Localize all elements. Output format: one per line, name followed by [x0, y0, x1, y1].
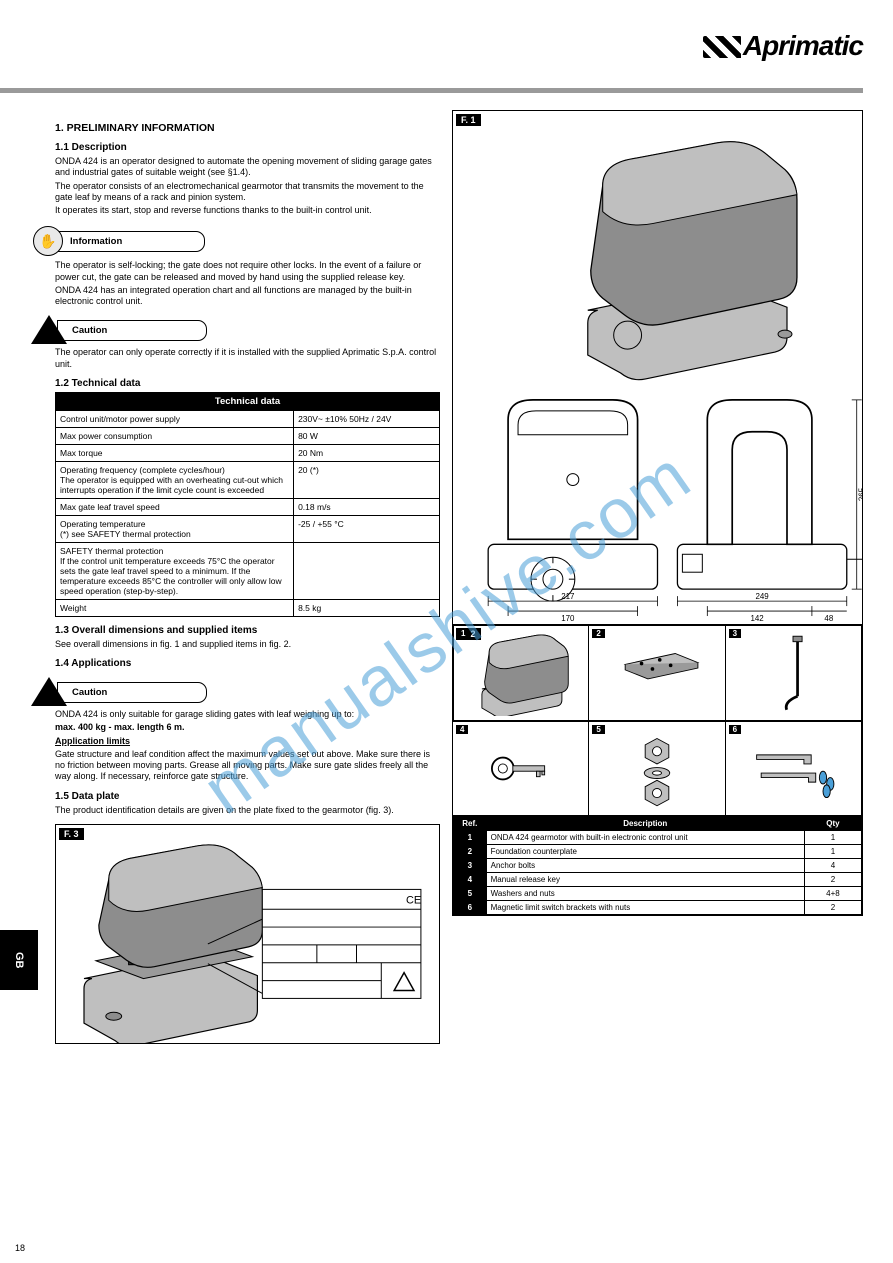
tech-data-table: Technical data Control unit/motor power …: [55, 392, 440, 617]
app-limits-body: Gate structure and leaf condition affect…: [55, 749, 440, 783]
section-1-title: 1. PRELIMINARY INFORMATION: [55, 122, 440, 134]
info-p1: The operator is self-locking; the gate d…: [55, 260, 440, 283]
sub-1-5: 1.5 Data plate: [55, 791, 440, 802]
tech-cell: Control unit/motor power supply: [56, 410, 294, 427]
fig3-label: F. 3: [59, 828, 84, 840]
right-column: F. 1: [452, 110, 863, 1044]
tech-cell: 80 W: [294, 427, 440, 444]
caution-p1: The operator can only operate correctly …: [55, 347, 440, 370]
refs-desc: Magnetic limit switch brackets with nuts: [486, 901, 804, 915]
ce-mark: CE: [406, 894, 421, 906]
left-column: 1. PRELIMINARY INFORMATION 1.1 Descripti…: [55, 110, 440, 1044]
tech-cell: Max power consumption: [56, 427, 294, 444]
caution2-label: Caution: [72, 687, 107, 698]
refs-ref: 2: [454, 845, 487, 859]
brand-name: Aprimatic: [743, 30, 863, 61]
tech-cell: Operating frequency (complete cycles/hou…: [56, 461, 294, 498]
warning-icon: !: [33, 679, 65, 705]
brand-logo: Aprimatic: [703, 30, 863, 62]
refs-qty: 4: [804, 859, 861, 873]
item-5: 5: [589, 721, 725, 816]
svg-text:265: 265: [858, 487, 862, 501]
info-label: Information: [70, 236, 122, 247]
tech-cell: -25 / +55 °C: [294, 515, 440, 542]
flag-icon: [703, 36, 741, 58]
refs-ref: 1: [454, 831, 487, 845]
dims-text: See overall dimensions in fig. 1 and sup…: [55, 639, 440, 650]
tech-cell: 0.18 m/s: [294, 498, 440, 515]
items-grid: 1 2: [453, 625, 862, 816]
caution2-callout: ! Caution: [33, 679, 440, 705]
tech-cell: 8.5 kg: [294, 599, 440, 616]
tech-cell: Max gate leaf travel speed: [56, 498, 294, 515]
tech-cell: [294, 542, 440, 599]
caution-label: Caution: [72, 325, 107, 336]
item-4: 4: [453, 721, 589, 816]
refs-ref: 6: [454, 901, 487, 915]
refs-ref: 5: [454, 887, 487, 901]
refs-desc: Washers and nuts: [486, 887, 804, 901]
tech-header: Technical data: [56, 392, 440, 410]
tech-cell: Operating temperature (*) see SAFETY the…: [56, 515, 294, 542]
refs-desc: Anchor bolts: [486, 859, 804, 873]
refs-qty: 1: [804, 845, 861, 859]
fig1-svg: 217 170 265: [453, 111, 862, 624]
page-header: Aprimatic: [0, 0, 893, 90]
svg-text:142: 142: [750, 614, 764, 623]
tech-cell: Max torque: [56, 444, 294, 461]
refs-desc: Foundation counterplate: [486, 845, 804, 859]
warning-icon: !: [33, 317, 65, 343]
sub-1-4: 1.4 Applications: [55, 658, 440, 669]
refs-h-qty: Qty: [804, 817, 861, 831]
app-p1: ONDA 424 is only suitable for garage sli…: [55, 709, 440, 720]
sub-1-2: 1.2 Technical data: [55, 378, 440, 389]
app-max: max. 400 kg - max. length 6 m.: [55, 722, 440, 733]
fig1-label: F. 1: [456, 114, 481, 126]
svg-text:48: 48: [824, 614, 833, 623]
item-1: 1: [453, 626, 589, 721]
refs-ref: 4: [454, 873, 487, 887]
refs-qty: 2: [804, 873, 861, 887]
item-3: 3: [726, 626, 862, 721]
item-6: 6: [726, 721, 862, 816]
svg-text:249: 249: [755, 592, 769, 601]
plate-text: The product identification details are g…: [55, 805, 440, 816]
refs-qty: 2: [804, 901, 861, 915]
refs-qty: 1: [804, 831, 861, 845]
figure-1: F. 1: [452, 110, 863, 625]
figure-2: F. 2 1 2: [452, 625, 863, 916]
refs-h-ref: Ref.: [454, 817, 487, 831]
refs-desc: ONDA 424 gearmotor with built-in electro…: [486, 831, 804, 845]
tech-cell: SAFETY thermal protection If the control…: [56, 542, 294, 599]
refs-h-desc: Description: [486, 817, 804, 831]
app-limits-title: Application limits: [55, 736, 440, 747]
info-callout: ✋ Information: [33, 226, 440, 256]
caution-callout: ! Caution: [33, 317, 440, 343]
hand-icon: ✋: [33, 226, 63, 256]
tech-cell: Weight: [56, 599, 294, 616]
info-p2: ONDA 424 has an integrated operation cha…: [55, 285, 440, 308]
desc-p2: The operator consists of an electromecha…: [55, 181, 440, 204]
tech-cell: 20 Nm: [294, 444, 440, 461]
tech-cell: 20 (*): [294, 461, 440, 498]
sub-1-3: 1.3 Overall dimensions and supplied item…: [55, 625, 440, 636]
refs-ref: 3: [454, 859, 487, 873]
tech-cell: 230V~ ±10% 50Hz / 24V: [294, 410, 440, 427]
desc-p1: ONDA 424 is an operator designed to auto…: [55, 156, 440, 179]
fig3-svg: CE: [56, 825, 439, 1043]
figure-3: F. 3: [55, 824, 440, 1044]
sub-1-1: 1.1 Description: [55, 142, 440, 153]
refs-desc: Manual release key: [486, 873, 804, 887]
item-2: 2: [589, 626, 725, 721]
refs-table: Ref. Description Qty 1ONDA 424 gearmotor…: [453, 816, 862, 915]
svg-text:217: 217: [561, 592, 575, 601]
page-number: 18: [15, 1243, 25, 1253]
desc-p3: It operates its start, stop and reverse …: [55, 205, 440, 216]
page-content: 1. PRELIMINARY INFORMATION 1.1 Descripti…: [0, 90, 893, 1054]
refs-qty: 4+8: [804, 887, 861, 901]
svg-text:170: 170: [561, 614, 575, 623]
